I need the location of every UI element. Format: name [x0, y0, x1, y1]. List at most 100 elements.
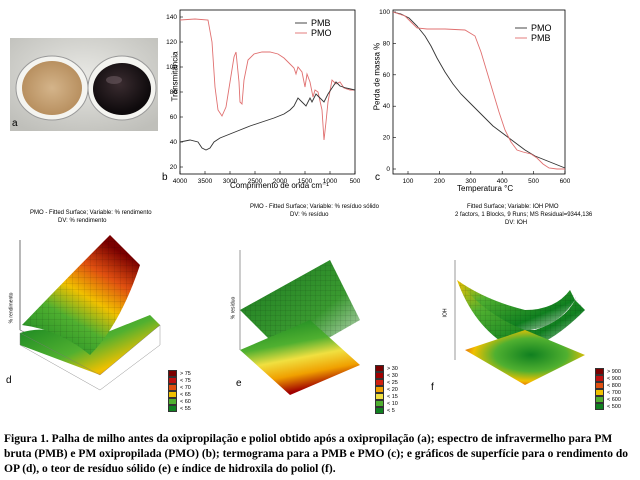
- surface-d-legend-text: < 65: [180, 391, 191, 398]
- surface-e-legend-text: < 30: [387, 372, 398, 379]
- panel-a-photo: a: [10, 38, 158, 131]
- surface-d-legend: > 75 < 75 < 70 < 65 < 60 < 55: [168, 370, 191, 412]
- ir-y-tick-3: 80: [170, 89, 178, 96]
- surface-f-legend: > 900 < 900 < 800 < 700 < 600 < 500: [595, 368, 621, 410]
- surface-f-legend-swatch: [595, 389, 604, 396]
- surface-f-legend-text: > 900: [607, 368, 621, 375]
- surface-f-legend-item-0: > 900: [595, 368, 621, 375]
- panel-c-label: c: [375, 172, 380, 183]
- surface-e-z-label: % resíduo: [230, 296, 237, 320]
- surface-d-legend-text: < 60: [180, 398, 191, 405]
- surface-d-legend-swatch: [168, 405, 177, 412]
- surface-e-legend-item-5: < 10: [375, 400, 398, 407]
- surface-d-legend-item-1: < 75: [168, 377, 191, 384]
- tga-x-tick-3: 400: [497, 178, 508, 185]
- ir-x-tick-4: 2000: [273, 178, 288, 185]
- ir-y-axis-label: Transmitância: [170, 51, 180, 102]
- ir-y-tick-2: 100: [166, 64, 177, 71]
- surface-e-legend-text: < 15: [387, 393, 398, 400]
- panel-f-surface-ioh: Fitted Surface; Variable: IOH PMO 2 fact…: [425, 200, 640, 420]
- surface-e-legend-item-4: < 15: [375, 393, 398, 400]
- ir-x-tick-2: 3000: [223, 178, 238, 185]
- tga-y-ticks: 100 80 60 40 20 0: [379, 9, 396, 173]
- surface-e-legend-text: > 30: [387, 365, 398, 372]
- ir-legend-pmb: PMB: [311, 18, 331, 28]
- surface-f-legend-text: < 700: [607, 389, 621, 396]
- tga-y-tick-3: 40: [383, 103, 391, 110]
- panel-e-label: e: [236, 378, 242, 389]
- surface-d-legend-text: < 75: [180, 377, 191, 384]
- surface-d-legend-text: < 55: [180, 405, 191, 412]
- surface-e-svg: [239, 250, 360, 395]
- surface-e-legend-text: < 5: [387, 407, 395, 414]
- ir-y-tick-0: 140: [166, 14, 177, 21]
- ir-y-tick-1: 120: [166, 39, 177, 46]
- surface-d-svg: [19, 235, 161, 391]
- surface-e-legend-swatch: [375, 365, 384, 372]
- surface-e-legend-swatch: [375, 400, 384, 407]
- surface-d-subtitle: DV: % rendimento: [58, 218, 107, 224]
- surface-e-legend-swatch: [375, 372, 384, 379]
- panel-e-surface-residue: PMO - Fitted Surface; Variable: % resídu…: [210, 200, 425, 420]
- ir-x-tick-0: 4000: [173, 178, 188, 185]
- surface-f-legend-text: < 600: [607, 396, 621, 403]
- ir-chart-svg: 140 120 100 80 60 40 20 4000 3500 3000 2500 2000 15…: [166, 9, 361, 185]
- ir-x-tick-7: 500: [350, 178, 360, 185]
- tga-x-tick-1: 200: [434, 178, 445, 185]
- surface-f-title: Fitted Surface; Variable: IOH PMO: [467, 204, 559, 210]
- surface-f-legend-swatch: [595, 375, 604, 382]
- ir-x-tick-1: 3500: [198, 178, 213, 185]
- surface-e-title: PMO - Fitted Surface; Variable: % resídu…: [250, 204, 379, 210]
- surface-e-subtitle: DV: % resíduo: [290, 212, 329, 218]
- surface-f-legend-swatch: [595, 403, 604, 410]
- ir-line-pmo: [179, 18, 355, 141]
- surface-f-legend-swatch: [595, 396, 604, 403]
- surface-f-legend-item-1: < 900: [595, 375, 621, 382]
- surface-d-legend-swatch: [168, 384, 177, 391]
- surface-d-title: PMO - Fitted Surface; Variable: % rendim…: [30, 210, 152, 216]
- panel-b-ir-spectrum: 140 120 100 80 60 40 20 4000 3500 3000 2500 2000 15…: [150, 2, 361, 192]
- tga-x-tick-0: 100: [403, 178, 414, 185]
- panel-f-label: f: [431, 382, 434, 393]
- surface-f-legend-item-2: < 800: [595, 382, 621, 389]
- surface-e-legend-swatch: [375, 386, 384, 393]
- surface-e-legend-swatch: [375, 407, 384, 414]
- surface-d-z-label: % rendimento: [8, 292, 15, 324]
- tga-x-tick-5: 600: [560, 178, 570, 185]
- ir-y-tick-4: 60: [170, 114, 178, 121]
- ir-legend-pmo: PMO: [311, 28, 332, 38]
- tga-x-tick-2: 300: [465, 178, 476, 185]
- surface-f-subtitle: 2 factors, 1 Blocks, 9 Runs; MS Residual…: [455, 212, 593, 218]
- ir-x-ticks: 4000 3500 3000 2500 2000 1500 1000 500: [173, 171, 361, 185]
- tga-x-axis-label: Temperatura °C: [457, 184, 514, 193]
- surface-d-legend-swatch: [168, 391, 177, 398]
- surface-d-legend-swatch: [168, 377, 177, 384]
- panel-b-label: b: [162, 172, 168, 183]
- surface-f-legend-swatch: [595, 382, 604, 389]
- ir-line-pmb: [179, 81, 356, 151]
- surface-f-legend-swatch: [595, 368, 604, 375]
- ir-x-tick-3: 2500: [248, 178, 263, 185]
- surface-e-legend-text: < 20: [387, 386, 398, 393]
- surface-e-legend-text: < 25: [387, 379, 398, 386]
- surface-f-legend-text: < 900: [607, 375, 621, 382]
- ir-x-tick-6: 1000: [323, 178, 338, 185]
- surface-d-legend-item-5: < 55: [168, 405, 191, 412]
- tga-x-tick-4: 500: [528, 178, 539, 185]
- tga-legend-pmb: PMB: [531, 33, 551, 43]
- tga-y-tick-4: 20: [383, 135, 391, 142]
- panel-a-label: a: [12, 118, 18, 129]
- tga-line-pmo: [392, 11, 566, 169]
- surface-e-legend-item-1: < 30: [375, 372, 398, 379]
- tga-y-tick-5: 0: [386, 166, 390, 173]
- surface-e-legend-item-6: < 5: [375, 407, 398, 414]
- ir-y-tick-5: 40: [170, 139, 178, 146]
- tga-x-ticks: 100 200 300 400 500 600: [403, 171, 571, 185]
- surface-d-legend-item-2: < 70: [168, 384, 191, 391]
- petri-dishes-photo: [10, 38, 158, 131]
- tga-line-pmb: [392, 11, 565, 170]
- tga-legend-pmo: PMO: [531, 23, 552, 33]
- tga-y-tick-1: 80: [383, 40, 391, 47]
- surface-f-legend-item-3: < 700: [595, 389, 621, 396]
